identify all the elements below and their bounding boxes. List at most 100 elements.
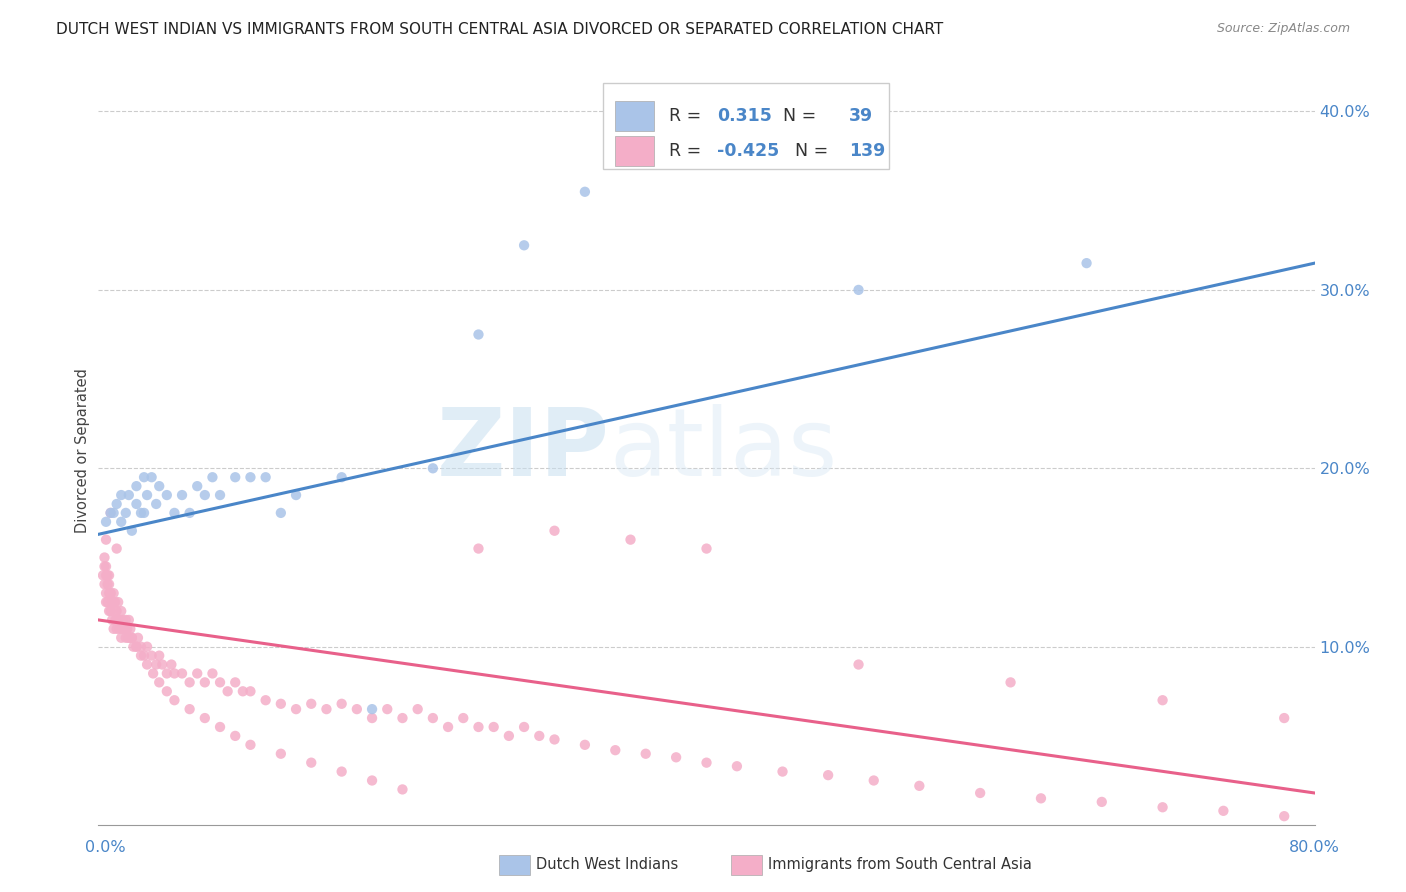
Point bbox=[132, 506, 155, 520]
Text: 0.315: 0.315 bbox=[717, 106, 772, 125]
Point bbox=[101, 595, 124, 609]
Point bbox=[217, 684, 239, 698]
Point bbox=[129, 648, 152, 663]
Point bbox=[105, 497, 128, 511]
Point bbox=[110, 515, 132, 529]
Point bbox=[93, 550, 115, 565]
Point bbox=[132, 648, 155, 663]
Point bbox=[121, 524, 143, 538]
Point bbox=[111, 613, 134, 627]
Point bbox=[148, 675, 170, 690]
Point bbox=[163, 666, 186, 681]
Point bbox=[1152, 800, 1174, 814]
Point bbox=[270, 747, 292, 761]
Point bbox=[817, 768, 839, 782]
Point bbox=[93, 577, 115, 591]
Point bbox=[232, 684, 254, 698]
Point bbox=[122, 640, 145, 654]
Point bbox=[170, 666, 193, 681]
Point bbox=[209, 488, 232, 502]
Point bbox=[315, 702, 337, 716]
Point bbox=[574, 738, 596, 752]
Point bbox=[605, 743, 627, 757]
Point bbox=[299, 756, 322, 770]
Text: R =: R = bbox=[669, 142, 707, 160]
Point bbox=[1272, 809, 1295, 823]
Point bbox=[121, 631, 143, 645]
Point bbox=[101, 595, 124, 609]
Point bbox=[391, 782, 413, 797]
Point bbox=[179, 702, 201, 716]
Point bbox=[467, 327, 489, 342]
Text: 80.0%: 80.0% bbox=[1289, 840, 1340, 855]
Point bbox=[194, 711, 217, 725]
Point bbox=[375, 702, 398, 716]
Text: N =: N = bbox=[772, 106, 823, 125]
Point bbox=[93, 559, 115, 574]
Point bbox=[406, 702, 429, 716]
Point bbox=[118, 613, 141, 627]
Text: 0.0%: 0.0% bbox=[86, 840, 125, 855]
Point bbox=[285, 488, 308, 502]
Point bbox=[529, 729, 551, 743]
Point bbox=[239, 738, 262, 752]
Point bbox=[94, 515, 117, 529]
Point bbox=[179, 506, 201, 520]
Point bbox=[103, 595, 125, 609]
Point bbox=[100, 506, 122, 520]
Point bbox=[1272, 711, 1295, 725]
Point bbox=[148, 648, 170, 663]
Point bbox=[299, 697, 322, 711]
Point bbox=[110, 488, 132, 502]
Point bbox=[125, 479, 148, 493]
Point bbox=[114, 622, 136, 636]
Point bbox=[117, 622, 139, 636]
Point bbox=[969, 786, 991, 800]
Text: atlas: atlas bbox=[609, 404, 838, 497]
Point bbox=[908, 779, 931, 793]
Point bbox=[543, 524, 565, 538]
Point bbox=[696, 756, 718, 770]
Point bbox=[98, 586, 121, 600]
Point bbox=[330, 764, 353, 779]
Point bbox=[467, 720, 489, 734]
Point bbox=[361, 702, 384, 716]
Point bbox=[1076, 256, 1098, 270]
Point bbox=[361, 773, 384, 788]
Point bbox=[129, 640, 152, 654]
Point bbox=[98, 577, 121, 591]
Point bbox=[114, 613, 136, 627]
Point bbox=[100, 604, 122, 618]
Point bbox=[254, 693, 277, 707]
Point bbox=[194, 675, 217, 690]
Point bbox=[145, 657, 167, 672]
Point bbox=[145, 497, 167, 511]
Point bbox=[270, 506, 292, 520]
Point bbox=[107, 595, 129, 609]
Point bbox=[110, 631, 132, 645]
Point bbox=[136, 640, 159, 654]
Point bbox=[91, 568, 114, 582]
Point bbox=[141, 648, 163, 663]
Point bbox=[105, 613, 128, 627]
Point bbox=[285, 702, 308, 716]
Point bbox=[118, 488, 141, 502]
Text: Source: ZipAtlas.com: Source: ZipAtlas.com bbox=[1216, 22, 1350, 36]
Point bbox=[391, 711, 413, 725]
Point bbox=[330, 697, 353, 711]
Point bbox=[1000, 675, 1022, 690]
Point bbox=[105, 541, 128, 556]
Text: R =: R = bbox=[669, 106, 707, 125]
Text: 139: 139 bbox=[849, 142, 884, 160]
Point bbox=[142, 666, 165, 681]
Point bbox=[1152, 693, 1174, 707]
Point bbox=[1029, 791, 1052, 805]
Point bbox=[772, 764, 794, 779]
Text: Immigrants from South Central Asia: Immigrants from South Central Asia bbox=[768, 857, 1032, 871]
Point bbox=[725, 759, 748, 773]
Text: ZIP: ZIP bbox=[436, 404, 609, 497]
Point bbox=[129, 506, 152, 520]
Point bbox=[114, 506, 136, 520]
Point bbox=[696, 541, 718, 556]
Point bbox=[100, 586, 122, 600]
